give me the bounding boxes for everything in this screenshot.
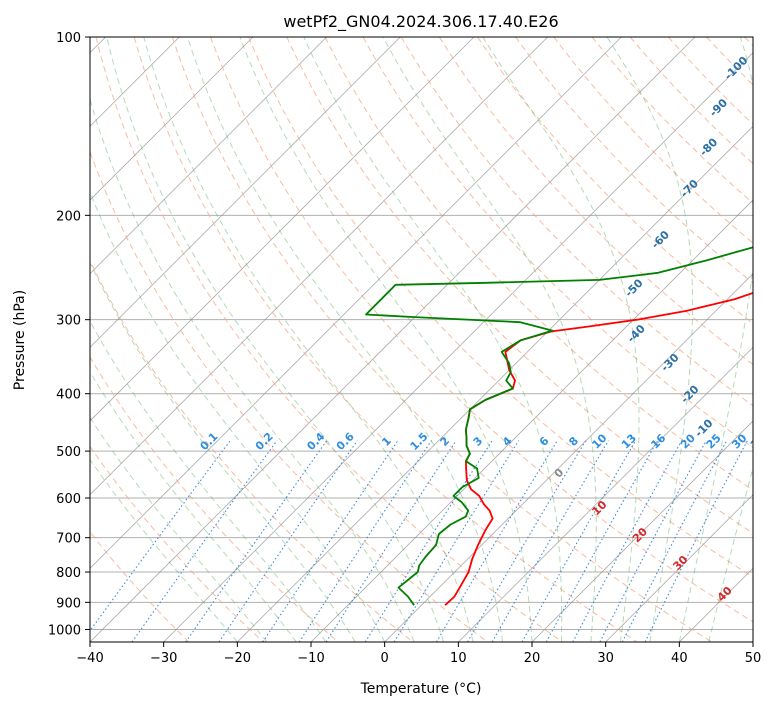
x-tick-label: 40 bbox=[671, 651, 688, 666]
moist-adiabat-line bbox=[303, 37, 563, 642]
x-tick-label: 50 bbox=[745, 651, 762, 666]
isotherm-line bbox=[90, 37, 696, 642]
dry-adiabat-line bbox=[553, 37, 753, 244]
dry-adiabat-line bbox=[133, 37, 638, 642]
moist-adiabat-line bbox=[90, 416, 268, 642]
isotherm-line bbox=[384, 273, 753, 642]
x-tick-label: 10 bbox=[450, 651, 467, 666]
y-tick-label: 100 bbox=[56, 31, 81, 46]
dry-adiabat-line bbox=[438, 37, 753, 366]
mixing-ratio-line bbox=[491, 440, 609, 642]
y-tick-label: 1000 bbox=[48, 623, 81, 638]
mixing-ratio-line bbox=[644, 440, 748, 642]
chart-title: wetPf2_GN04.2024.306.17.40.E26 bbox=[283, 12, 558, 32]
isotherm-line bbox=[90, 37, 548, 496]
isotherm-line bbox=[605, 494, 753, 642]
isotherm-line bbox=[458, 346, 753, 642]
y-tick-label: 200 bbox=[56, 209, 81, 224]
dry-adiabat-line bbox=[210, 37, 753, 623]
moist-adiabat-line bbox=[678, 37, 753, 642]
isotherm-line bbox=[90, 37, 254, 201]
isotherm-line bbox=[90, 37, 475, 422]
isotherm-line bbox=[237, 125, 753, 642]
dry-adiabat-line bbox=[95, 37, 563, 642]
dry-adiabat-line bbox=[324, 37, 753, 491]
mixing-ratio-line bbox=[435, 440, 558, 642]
moist-adiabat-line bbox=[708, 465, 753, 642]
x-tick-label: 20 bbox=[524, 651, 541, 666]
dry-adiabat-line bbox=[400, 37, 753, 407]
x-tick-label: 30 bbox=[597, 651, 614, 666]
moist-adiabat-line bbox=[187, 37, 503, 642]
dry-adiabat-line bbox=[90, 259, 414, 642]
moist-adiabat-line bbox=[482, 37, 640, 642]
moist-adiabat-line bbox=[90, 370, 297, 642]
dry-adiabat-line bbox=[286, 37, 753, 534]
moist-adiabat-line bbox=[606, 37, 694, 642]
dry-adiabat-line bbox=[248, 37, 753, 578]
y-tick-label: 300 bbox=[56, 314, 81, 329]
y-tick-label: 900 bbox=[56, 596, 81, 611]
mixing-ratio-line bbox=[545, 440, 659, 642]
x-tick-label: −20 bbox=[224, 651, 251, 666]
moist-adiabat-line bbox=[90, 458, 238, 642]
y-tick-label: 800 bbox=[56, 566, 81, 581]
axis-ticks: −40 −30 −20 −10 0 10 20 30 40 50 100 200 300 400 500 60… bbox=[48, 31, 761, 666]
profiles bbox=[365, 246, 753, 606]
plot-area bbox=[90, 37, 753, 642]
mixing-ratio-line bbox=[572, 440, 683, 642]
x-tick-label: −10 bbox=[297, 651, 324, 666]
mixing-ratio-line bbox=[262, 440, 399, 642]
dry-adiabat-line bbox=[90, 445, 264, 642]
isotherm-line bbox=[90, 37, 622, 569]
isotherm-line bbox=[90, 37, 401, 348]
dry-adiabat-line bbox=[362, 37, 753, 449]
x-tick-label: −30 bbox=[150, 651, 177, 666]
mixing-ratio-line bbox=[521, 440, 637, 642]
x-axis-label: Temperature (°C) bbox=[360, 681, 482, 697]
y-tick-label: 600 bbox=[56, 492, 81, 507]
x-tick-label: 0 bbox=[381, 651, 389, 666]
dry-adiabat-line bbox=[90, 356, 339, 642]
moist-adiabat-line bbox=[106, 37, 445, 642]
mixing-ratio-line bbox=[90, 440, 231, 632]
moist-adiabat-line bbox=[90, 97, 415, 642]
mixing-ratio-label: 36 bbox=[748, 431, 768, 451]
mixing-ratio-line bbox=[185, 440, 328, 642]
mixing-ratio-line bbox=[393, 440, 520, 642]
y-tick-label: 500 bbox=[56, 445, 81, 460]
mixing-ratio-line bbox=[325, 440, 457, 642]
y-axis-label: Pressure (hPa) bbox=[12, 290, 28, 390]
isotherm-line bbox=[163, 52, 753, 642]
moist-adiabat-line bbox=[239, 37, 533, 642]
mixing-ratio-line bbox=[298, 440, 432, 642]
y-tick-label: 700 bbox=[56, 532, 81, 547]
plot-frame bbox=[89, 36, 754, 643]
moist-adiabat-line bbox=[143, 37, 474, 642]
moist-adiabat-line bbox=[90, 261, 356, 642]
temperature-profile bbox=[444, 292, 753, 606]
dewpoint-profile bbox=[365, 246, 753, 606]
mixing-ratio-line bbox=[364, 440, 493, 642]
y-tick-label: 400 bbox=[56, 388, 81, 403]
dry-adiabat-line bbox=[171, 37, 712, 642]
dry-adiabat-line bbox=[591, 37, 753, 204]
x-tick-label: −40 bbox=[76, 651, 103, 666]
background-lines bbox=[90, 37, 753, 642]
mixing-ratio-line bbox=[467, 440, 587, 642]
isotherm-line bbox=[531, 420, 753, 642]
mixing-ratio-line bbox=[131, 440, 278, 642]
isotherm-line bbox=[90, 37, 327, 275]
moist-adiabat-line bbox=[90, 320, 327, 642]
moist-adiabat-line bbox=[90, 190, 386, 642]
